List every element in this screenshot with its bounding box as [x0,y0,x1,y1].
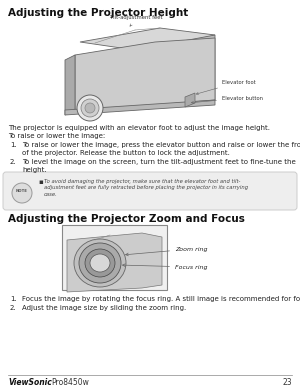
Ellipse shape [90,254,110,272]
Polygon shape [155,35,215,105]
Polygon shape [65,55,75,115]
FancyBboxPatch shape [3,172,297,210]
Text: Pro8450w: Pro8450w [51,378,89,387]
Ellipse shape [74,239,126,287]
Text: Adjusting the Projector Zoom and Focus: Adjusting the Projector Zoom and Focus [8,214,245,224]
Text: The projector is equipped with an elevator foot to adjust the image height.: The projector is equipped with an elevat… [8,125,270,131]
Text: To avoid damaging the projector, make sure that the elevator foot and tilt-
adju: To avoid damaging the projector, make su… [44,179,248,197]
Circle shape [77,95,103,121]
Text: To raise or lower the image:: To raise or lower the image: [8,133,105,139]
Polygon shape [67,233,162,292]
Ellipse shape [79,243,121,283]
Text: Adjusting the Projector Height: Adjusting the Projector Height [8,8,188,18]
Polygon shape [185,93,195,107]
Text: ▪: ▪ [38,179,43,185]
Text: To level the image on the screen, turn the tilt-adjustment feet to fine-tune the: To level the image on the screen, turn t… [22,159,296,173]
Text: NOTE: NOTE [16,189,28,193]
Text: ViewSonic: ViewSonic [8,378,52,387]
Polygon shape [80,28,215,50]
Text: Elevator button: Elevator button [191,96,263,104]
Text: 23: 23 [282,378,292,387]
Text: 1.: 1. [10,142,17,148]
Circle shape [85,103,95,113]
FancyBboxPatch shape [62,225,167,290]
Text: To raise or lower the image, press the elevator button and raise or lower the fr: To raise or lower the image, press the e… [22,142,300,156]
Text: Adjust the image size by sliding the zoom ring.: Adjust the image size by sliding the zoo… [22,305,186,311]
Text: Focus ring: Focus ring [123,264,208,269]
Text: 1.: 1. [10,296,17,302]
Text: 2.: 2. [10,305,16,311]
Circle shape [81,99,99,117]
Polygon shape [75,38,215,110]
Text: Focus the image by rotating the focus ring. A still image is recommended for foc: Focus the image by rotating the focus ri… [22,296,300,302]
Ellipse shape [85,249,115,277]
Text: 2.: 2. [10,159,16,165]
Text: Zoom ring: Zoom ring [125,246,208,256]
Circle shape [12,183,32,203]
Polygon shape [65,100,215,115]
Text: Tilt-adjustment feet: Tilt-adjustment feet [110,15,163,26]
Text: Elevator foot: Elevator foot [196,80,256,94]
